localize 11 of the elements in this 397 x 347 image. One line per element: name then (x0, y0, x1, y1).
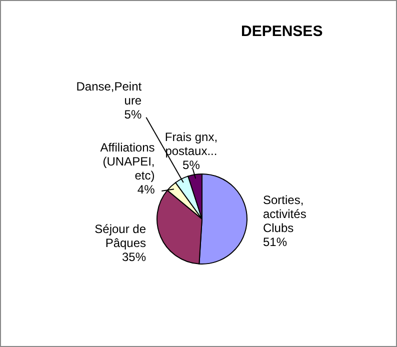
data-label: 51% (262, 234, 288, 249)
data-label: 5% (182, 158, 200, 172)
slice-label: Frais gnx, postaux... (164, 130, 218, 158)
data-label: 5% (124, 107, 142, 122)
chart-title: DEPENSES (241, 23, 323, 40)
slice-label: Sorties, activités Clubs (262, 192, 306, 235)
slice-label: Séjour de Pâques (94, 222, 146, 250)
slice-label: Danse,Peinture (76, 79, 142, 108)
data-label: 35% (122, 250, 146, 264)
data-label: 4% (137, 182, 156, 197)
slice-label: Affiliations (UNAPEI, etc) (100, 140, 155, 183)
